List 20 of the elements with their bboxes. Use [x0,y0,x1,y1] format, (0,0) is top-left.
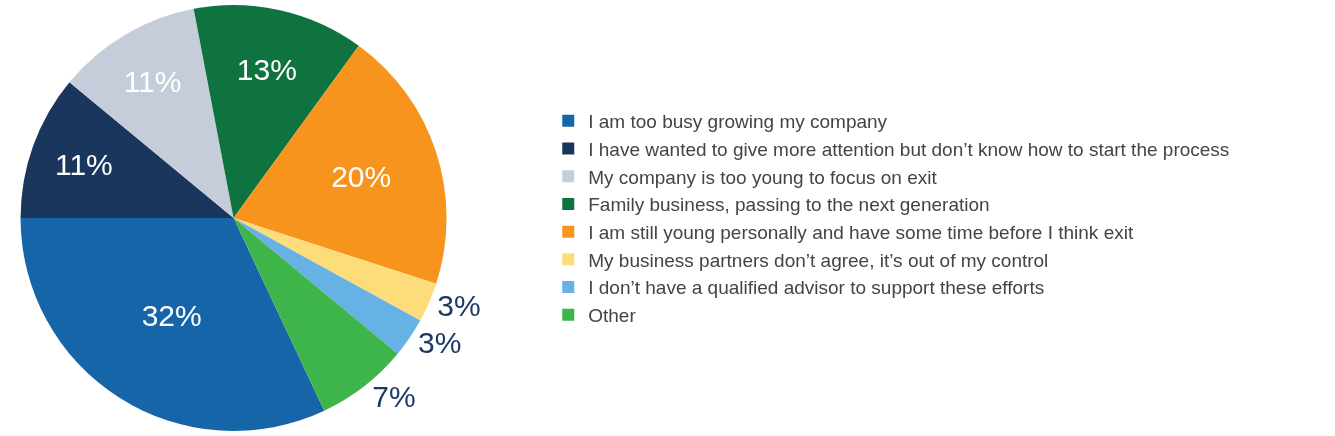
data-label: 20% [331,160,392,194]
data-label: 13% [236,52,297,86]
pie-slice [233,45,447,284]
pie-slice [20,218,325,431]
data-label: 11% [123,64,182,98]
pie-slice [233,218,437,321]
data-label: 7% [372,380,416,414]
pie-slice [233,218,421,354]
legend-label: My company is too young to focus on exit [588,166,938,188]
data-label: 32% [141,299,202,333]
data-label: 3% [437,288,481,322]
data-label: 3% [417,326,462,360]
legend-label: My business partners don’t agree, it’s out of my control [588,249,1049,271]
legend-label: I have wanted to give more attention but don’t know how to start the process [588,138,1230,160]
legend-label: I am still young personally and have some time before I think exit [588,222,1134,244]
legend-label: Family business, passing to the next generation [588,194,990,216]
legend-label: Other [588,305,637,327]
data-label: 11% [54,147,113,181]
legend-label: I am too busy growing my company [588,111,888,133]
legend-label: I don’t have a qualified advisor to support these efforts [588,277,1045,299]
